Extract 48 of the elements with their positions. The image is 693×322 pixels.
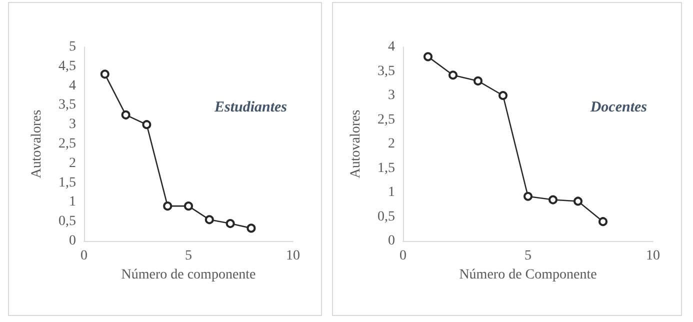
point <box>474 76 482 86</box>
point <box>142 120 152 130</box>
point <box>184 202 193 211</box>
y-tick-label: 0,5 <box>378 209 395 224</box>
point <box>598 217 608 226</box>
y-tick-label: 3,5 <box>58 98 76 113</box>
y-tick-label: 2,5 <box>58 136 76 152</box>
x-tick-label: 10 <box>286 248 300 264</box>
x-tick-label: 10 <box>646 248 660 264</box>
y-tick-label: 4 <box>69 78 76 94</box>
y-tick-label: 1,5 <box>378 160 395 176</box>
y-axis-title: Autovalores <box>348 110 364 178</box>
annotation: Docentes <box>589 100 648 116</box>
x-tick-label: 5 <box>524 248 532 264</box>
point <box>204 215 214 224</box>
y-tick-label: 5 <box>69 40 76 54</box>
y-tick-label: 0 <box>388 234 395 248</box>
point <box>424 52 432 62</box>
x-axis-title: Número de Componente <box>459 267 597 282</box>
y-tick-label: 0,5 <box>58 214 76 230</box>
y-tick-label: 3,5 <box>378 64 395 79</box>
point <box>498 91 508 100</box>
y-tick-label: 4,5 <box>58 58 76 74</box>
x-tick-label: 0 <box>80 248 88 264</box>
point <box>100 70 110 79</box>
point <box>121 110 130 120</box>
point <box>524 192 532 201</box>
y-tick-label: 0 <box>69 234 76 248</box>
y-tick-label: 2 <box>388 136 395 152</box>
x-axis-title: Número de componente <box>121 267 256 282</box>
y-tick-label: 1 <box>69 194 76 210</box>
point <box>574 196 582 206</box>
annotation: Estudiantes <box>213 100 288 116</box>
y-tick-label: 1,5 <box>58 175 76 190</box>
y-tick-label: 1 <box>388 185 395 200</box>
point <box>246 224 256 233</box>
point <box>548 195 558 204</box>
point <box>448 70 458 80</box>
y-axis-title: Autovalores <box>30 110 44 178</box>
x-tick-label: 0 <box>400 248 406 264</box>
y-tick-label: 4 <box>388 40 395 54</box>
point <box>163 202 172 211</box>
point <box>226 219 235 228</box>
x-tick-label: 5 <box>185 248 192 264</box>
y-tick-label: 2 <box>69 156 76 171</box>
y-tick-label: 2,5 <box>378 112 395 128</box>
y-tick-label: 3 <box>69 117 76 132</box>
y-tick-label: 3 <box>388 88 395 103</box>
